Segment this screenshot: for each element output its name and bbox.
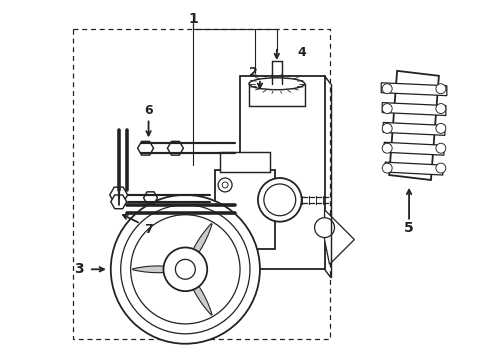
Circle shape	[175, 260, 196, 279]
Ellipse shape	[249, 78, 305, 90]
Polygon shape	[189, 224, 212, 262]
Polygon shape	[133, 266, 175, 273]
Text: 6: 6	[144, 104, 153, 117]
Circle shape	[111, 195, 260, 344]
Circle shape	[258, 178, 302, 222]
Text: 2: 2	[248, 66, 257, 79]
Circle shape	[264, 184, 295, 216]
Polygon shape	[385, 162, 443, 175]
Circle shape	[436, 123, 446, 133]
Circle shape	[315, 218, 335, 238]
Polygon shape	[382, 103, 446, 116]
Polygon shape	[383, 122, 445, 135]
Text: 4: 4	[297, 46, 306, 59]
Bar	[73, 29, 329, 339]
Circle shape	[382, 104, 392, 113]
Text: 3: 3	[74, 262, 84, 276]
Circle shape	[382, 163, 392, 173]
Circle shape	[382, 84, 392, 94]
Polygon shape	[384, 142, 444, 155]
Circle shape	[436, 104, 446, 113]
Bar	[215, 170, 275, 249]
Circle shape	[218, 178, 232, 192]
Polygon shape	[324, 210, 354, 264]
Circle shape	[436, 143, 446, 153]
Text: 1: 1	[189, 12, 198, 26]
Bar	[240, 76, 324, 269]
Polygon shape	[189, 277, 212, 315]
Circle shape	[218, 223, 232, 237]
Circle shape	[436, 84, 446, 94]
Circle shape	[222, 227, 228, 233]
Circle shape	[382, 143, 392, 153]
Polygon shape	[381, 83, 447, 96]
Text: 5: 5	[404, 221, 414, 235]
Circle shape	[222, 182, 228, 188]
Text: 7: 7	[144, 223, 153, 236]
Circle shape	[382, 123, 392, 133]
Polygon shape	[389, 71, 439, 180]
Bar	[220, 152, 270, 172]
Bar	[249, 84, 305, 105]
Circle shape	[164, 247, 207, 291]
Circle shape	[436, 163, 446, 173]
